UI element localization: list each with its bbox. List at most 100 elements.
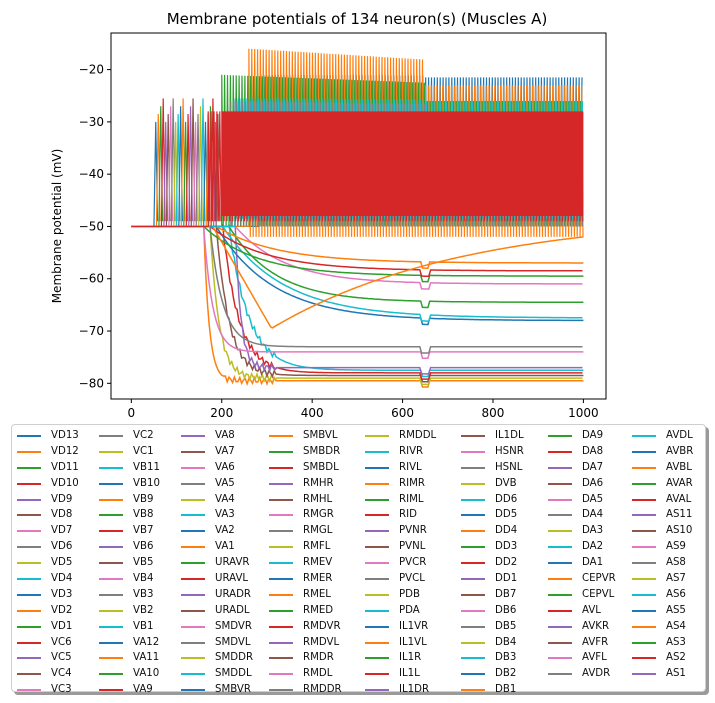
legend-label: AS6: [666, 588, 686, 600]
legend-label: VC4: [51, 668, 72, 680]
legend-label: VC2: [133, 430, 154, 441]
legend-label: VC3: [51, 684, 72, 696]
legend-swatch: [99, 641, 123, 644]
legend-label: VA2: [215, 525, 235, 537]
legend-swatch: [548, 435, 572, 437]
legend-swatch: [17, 530, 41, 533]
legend-swatch: [17, 435, 41, 437]
legend-label: AS1: [666, 668, 686, 680]
y-tick-label: −60: [79, 272, 104, 286]
legend-swatch: [461, 562, 485, 565]
legend-swatch: [17, 482, 41, 485]
legend-label: RMDDR: [303, 684, 342, 696]
legend-swatch: [632, 530, 656, 533]
legend-label: VB6: [133, 541, 154, 553]
legend-label: SMDVR: [215, 620, 252, 632]
legend-swatch: [269, 498, 293, 501]
legend-swatch: [632, 657, 656, 660]
legend-swatch: [99, 466, 123, 469]
legend-swatch: [365, 625, 389, 628]
legend-swatch: [99, 435, 123, 437]
legend-label: VA12: [133, 636, 160, 648]
legend-label: RID: [399, 509, 417, 521]
legend-label: CEPVL: [582, 588, 615, 600]
legend-swatch: [99, 625, 123, 628]
y-tick-label: −80: [79, 376, 104, 390]
legend-label: RMED: [303, 604, 334, 616]
legend-label: VB8: [133, 509, 154, 521]
legend-label: PVNL: [399, 541, 426, 553]
x-tick-label: 0: [128, 406, 136, 420]
legend-swatch: [269, 450, 293, 453]
legend-swatch: [181, 466, 205, 469]
legend-swatch: [632, 625, 656, 628]
legend-swatch: [269, 530, 293, 533]
legend-swatch: [548, 498, 572, 501]
legend-swatch: [548, 641, 572, 644]
legend-label: VC1: [133, 445, 154, 457]
legend-swatch: [17, 673, 41, 676]
legend-label: HSNL: [495, 461, 523, 473]
legend-swatch: [269, 514, 293, 517]
legend-swatch: [17, 593, 41, 596]
legend-swatch: [99, 673, 123, 676]
legend-label: RMFL: [303, 541, 331, 553]
legend-label: VB4: [133, 573, 154, 585]
legend-label: DA4: [582, 509, 604, 521]
legend-label: VC6: [51, 636, 72, 648]
legend: VD13 VD12 VD11 VD10 VD9 VD8 VD7 VD6 VD5 VD4 VD3 VD2…: [11, 424, 706, 696]
legend-swatch: [365, 466, 389, 469]
legend-label: URAVL: [215, 573, 249, 585]
legend-label: DB5: [495, 620, 517, 632]
legend-swatch: [548, 609, 572, 612]
decay-trace: [131, 225, 583, 375]
decay-trace: [131, 225, 584, 383]
legend-swatch: [181, 657, 205, 660]
legend-swatch: [181, 673, 205, 676]
legend-label: PVNR: [399, 525, 427, 537]
legend-swatch: [461, 530, 485, 533]
legend-label: AS4: [666, 620, 686, 632]
legend-swatch: [17, 578, 41, 581]
legend-label: AS2: [666, 652, 686, 664]
x-tick-label: 1000: [568, 406, 599, 420]
legend-swatch: [181, 578, 205, 581]
plot-frame: [110, 32, 607, 400]
legend-label: RMER: [303, 573, 333, 585]
legend-label: AS8: [666, 557, 686, 569]
decay-trace: [131, 225, 583, 277]
legend-swatch: [181, 450, 205, 453]
legend-label: VB10: [133, 477, 160, 489]
legend-label: SMDDL: [215, 668, 252, 680]
legend-label: DD6: [495, 493, 518, 505]
legend-label: AVDL: [666, 430, 693, 441]
legend-swatch: [17, 546, 41, 549]
legend-label: AVFL: [582, 652, 607, 664]
legend-swatch: [632, 562, 656, 565]
legend-label: VD12: [51, 445, 79, 457]
legend-label: RMEL: [303, 588, 331, 600]
legend-label: SMBDR: [303, 445, 341, 457]
y-axis-label: Membrane potential (mV): [50, 149, 64, 304]
legend-swatch: [365, 609, 389, 612]
legend-swatch: [548, 625, 572, 628]
legend-swatch: [461, 689, 485, 692]
legend-swatch: [548, 673, 572, 676]
legend-label: DB1: [495, 684, 517, 696]
legend-label: DA1: [582, 557, 604, 569]
legend-swatch: [181, 530, 205, 533]
legend-swatch: [17, 625, 41, 628]
legend-label: VD10: [51, 477, 79, 489]
legend-swatch: [181, 689, 205, 692]
legend-label: DA5: [582, 493, 604, 505]
legend-swatch: [269, 482, 293, 485]
decay-trace: [131, 225, 583, 290]
legend-label: VB5: [133, 557, 154, 569]
legend-swatch: [632, 482, 656, 485]
legend-swatch: [461, 625, 485, 628]
legend-swatch: [461, 514, 485, 517]
legend-swatch: [632, 546, 656, 549]
legend-swatch: [269, 641, 293, 644]
legend-label: RMDL: [303, 668, 333, 680]
legend-swatch: [17, 466, 41, 469]
